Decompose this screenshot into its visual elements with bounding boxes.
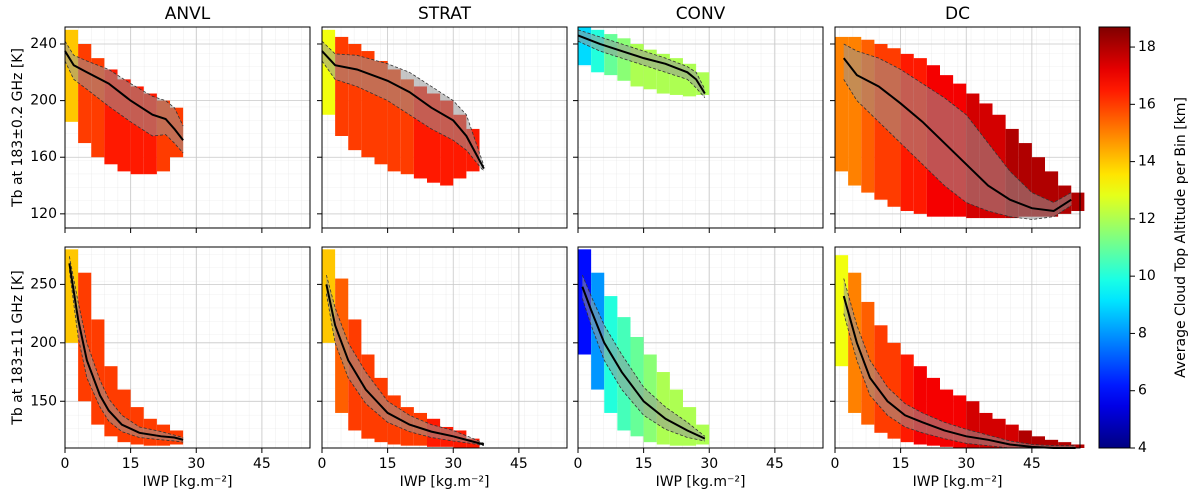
mean-line <box>325 284 485 446</box>
panel-title: STRAT <box>418 4 472 24</box>
x-tick-label: 30 <box>187 456 205 472</box>
x-axis-label: IWP [kg.m⁻²] <box>656 474 746 490</box>
x-tick-label: 15 <box>122 456 140 472</box>
x-tick-label: 15 <box>892 456 910 472</box>
colorbar-tick-label: 10 <box>1138 268 1156 284</box>
mean-line <box>577 34 706 95</box>
spread-edge <box>843 278 1076 447</box>
spread-edge <box>321 60 485 172</box>
heat-cell <box>1031 436 1045 448</box>
spread-edge <box>325 274 485 444</box>
heat-cell <box>1071 192 1085 212</box>
panel-title: ANVL <box>165 4 211 24</box>
mean-line <box>581 286 706 440</box>
colorbar-tick-label: 6 <box>1138 383 1147 399</box>
plot-frame <box>64 26 311 229</box>
plot-frame <box>321 26 568 229</box>
spread-edge <box>843 79 1072 220</box>
y-tick-label: 250 <box>30 276 57 292</box>
plot-frame <box>834 246 1081 449</box>
panel-title: DC <box>945 4 970 24</box>
x-tick-label: 15 <box>379 456 397 472</box>
y-tick-label: 240 <box>30 36 57 52</box>
colorbar-label: Average Cloud Top Altitude per Bin [km] <box>1173 97 1189 378</box>
spread-edge <box>577 40 706 99</box>
x-tick-label: 45 <box>253 456 271 472</box>
y-tick-label: 160 <box>30 149 57 165</box>
spread-band <box>69 256 184 443</box>
x-tick-label: 30 <box>444 456 462 472</box>
heat-cell <box>335 36 349 136</box>
mean-line <box>64 50 184 141</box>
y-tick-label: 120 <box>30 206 57 222</box>
colorbar-tick-label: 8 <box>1138 325 1147 341</box>
x-tick-label: 0 <box>831 456 840 472</box>
colorbar-tick-label: 16 <box>1138 96 1156 112</box>
spread-edge <box>68 270 184 443</box>
x-tick-label: 15 <box>635 456 653 472</box>
x-axis-label: IWP [kg.m⁻²] <box>143 474 233 490</box>
panel-title: CONV <box>676 4 726 24</box>
x-axis-label: IWP [kg.m⁻²] <box>913 474 1003 490</box>
spread-edge <box>64 40 184 127</box>
plot-frame <box>321 246 568 449</box>
colorbar-tick-label: 12 <box>1138 211 1156 227</box>
mean-line <box>321 50 485 170</box>
x-tick-label: 0 <box>318 456 327 472</box>
spread-edge <box>581 298 705 442</box>
plot-frame <box>64 246 311 449</box>
heat-cell <box>1058 442 1072 448</box>
y-tick-label: 200 <box>30 93 57 109</box>
spread-band <box>843 278 1076 448</box>
x-tick-label: 30 <box>957 456 975 472</box>
colorbar-tick-label: 14 <box>1138 154 1156 170</box>
spread-edge <box>64 60 184 154</box>
mean-line <box>842 57 1072 213</box>
x-tick-label: 45 <box>510 456 528 472</box>
heat-cell <box>1071 444 1085 448</box>
spread-band <box>322 41 484 172</box>
x-tick-label: 30 <box>700 456 718 472</box>
colorbar-tick-label: 4 <box>1138 440 1147 456</box>
spread-band <box>582 275 705 441</box>
x-tick-label: 0 <box>61 456 70 472</box>
spread-band <box>843 43 1072 220</box>
x-tick-label: 0 <box>574 456 583 472</box>
plot-frame <box>577 26 824 229</box>
y-tick-label: 200 <box>30 335 57 351</box>
spread-edge <box>68 256 184 438</box>
spread-band <box>65 41 184 153</box>
x-axis-label: IWP [kg.m⁻²] <box>400 474 490 490</box>
plot-frame <box>834 26 1081 229</box>
heat-cell <box>65 249 79 343</box>
colorbar-tick-label: 18 <box>1138 39 1156 55</box>
spread-edge <box>321 40 485 166</box>
mean-line <box>842 295 1076 449</box>
mean-line <box>68 263 184 441</box>
x-tick-label: 45 <box>1023 456 1041 472</box>
x-tick-label: 45 <box>766 456 784 472</box>
y-axis-label: Tb at 183±11 GHz [K] <box>10 270 26 425</box>
y-axis-label: Tb at 183±0.2 GHz [K] <box>10 48 26 208</box>
y-tick-label: 150 <box>30 393 57 409</box>
spread-edge <box>577 29 706 90</box>
colorbar <box>1098 26 1131 449</box>
heat-cell <box>1045 439 1059 448</box>
plot-frame <box>577 246 824 449</box>
